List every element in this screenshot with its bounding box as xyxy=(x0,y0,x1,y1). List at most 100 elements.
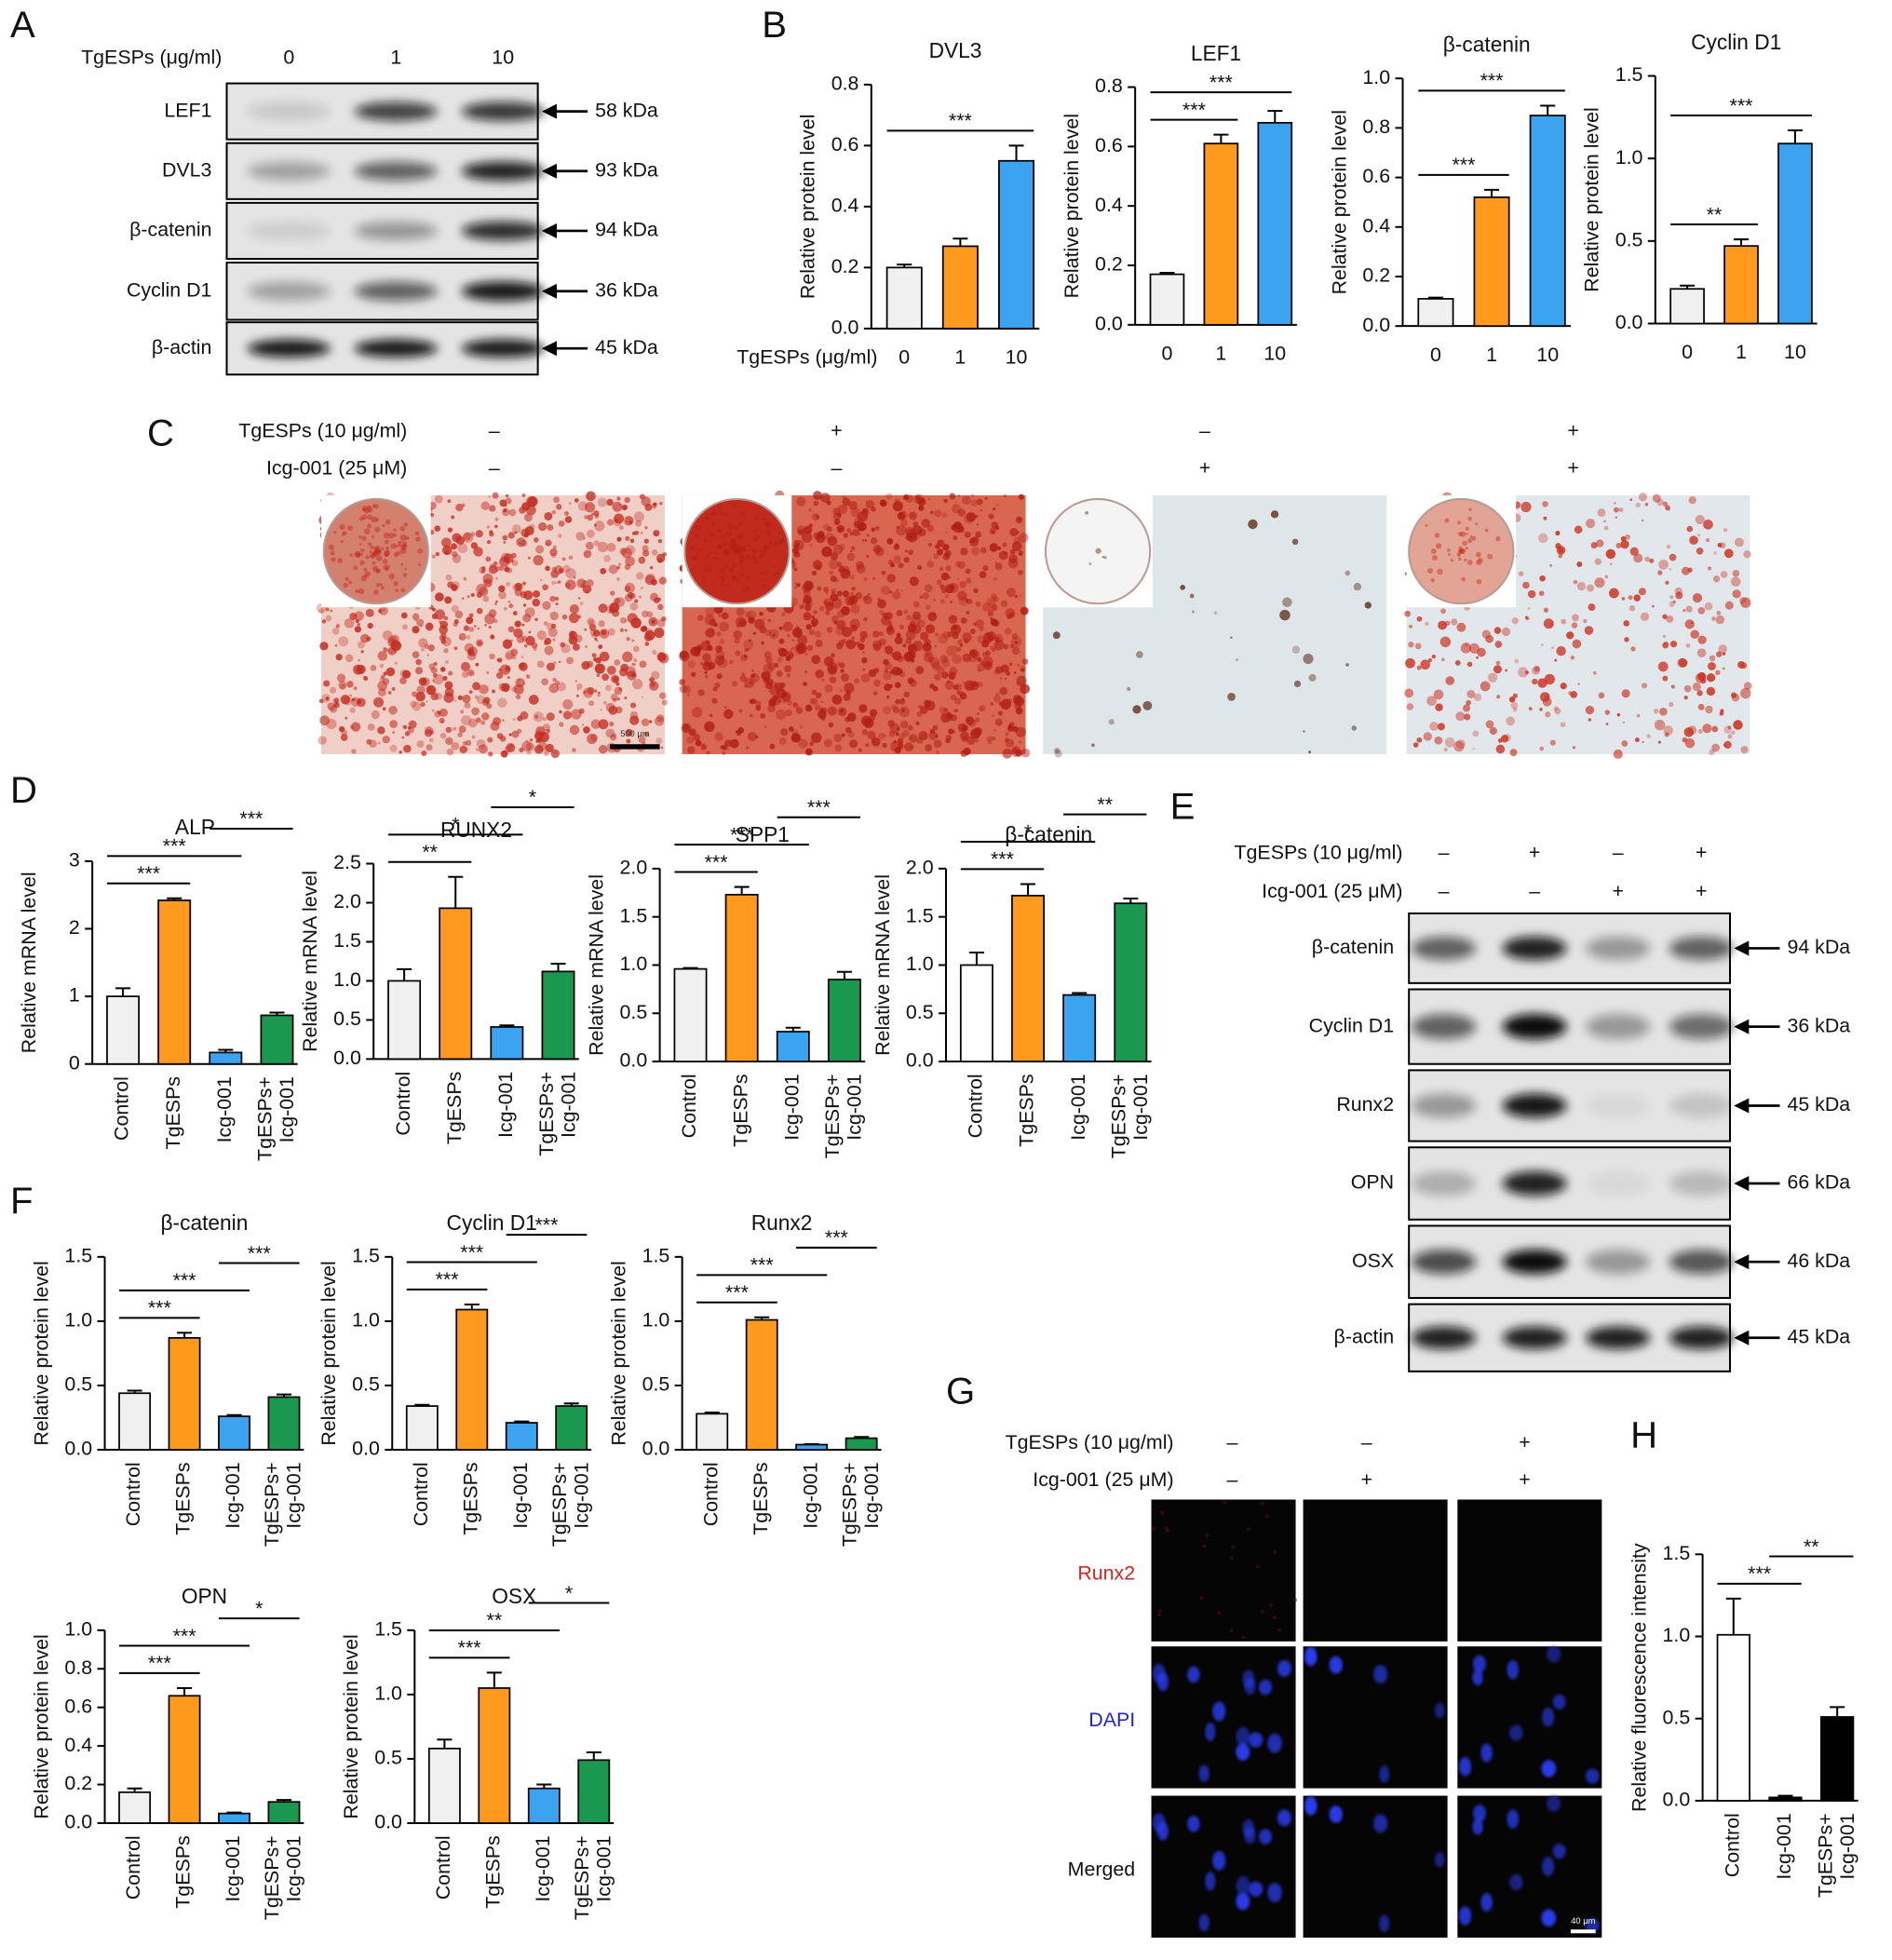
plate-dot xyxy=(372,565,379,572)
nucleus xyxy=(1267,1733,1282,1753)
stain-dot xyxy=(979,571,987,579)
stain-dot xyxy=(487,737,493,743)
stain-dot xyxy=(599,651,610,662)
plate-dot xyxy=(763,584,766,588)
stain-dot xyxy=(631,679,643,690)
stain-dot xyxy=(1527,589,1536,599)
stain-dot xyxy=(998,550,1008,561)
y-tick-label: 0.4 xyxy=(1095,194,1123,216)
stain-dot xyxy=(523,643,528,648)
channel-label: DAPI xyxy=(1088,1709,1135,1731)
stain-dot xyxy=(929,656,940,669)
stain-dot xyxy=(1638,588,1646,596)
stain-dot xyxy=(748,616,755,624)
stain-dot xyxy=(863,595,872,605)
stain-dot xyxy=(467,718,478,728)
stain-dot xyxy=(1539,746,1545,751)
stain-dot xyxy=(836,590,843,597)
stain-dot xyxy=(954,625,957,629)
bar xyxy=(1777,142,1813,325)
stain-dot xyxy=(749,681,753,685)
stain-dot xyxy=(1005,732,1009,737)
stain-dot xyxy=(1620,540,1629,549)
stain-dot xyxy=(773,682,778,686)
stain-dot xyxy=(1697,607,1706,615)
stain-dot xyxy=(1004,677,1007,681)
stain-dot xyxy=(896,588,899,591)
stain-dot xyxy=(709,713,713,718)
stain-dot xyxy=(970,493,975,497)
stain-dot xyxy=(868,592,871,596)
blot-band xyxy=(1412,1170,1477,1196)
plate-dot xyxy=(695,534,701,539)
stain-dot xyxy=(510,648,519,656)
plate-dot xyxy=(1103,556,1107,560)
stain-dot xyxy=(1586,519,1596,529)
stain-dot xyxy=(829,678,831,681)
stain-dot xyxy=(1404,688,1414,698)
condition-sign: – xyxy=(1529,880,1540,902)
stain-dot xyxy=(955,646,962,652)
error-bar xyxy=(953,237,968,247)
stain-dot xyxy=(1621,597,1626,601)
plate-dot xyxy=(690,545,696,551)
bar xyxy=(427,1748,461,1824)
plate-dot xyxy=(353,565,358,571)
stain-dot xyxy=(339,726,345,733)
stain-dot xyxy=(1705,537,1710,543)
stain-dot xyxy=(1583,618,1588,624)
significance-label: *** xyxy=(137,862,160,885)
stain-dot xyxy=(415,667,424,675)
plate-dot xyxy=(328,544,335,551)
stain-dot xyxy=(585,541,594,550)
stain-dot xyxy=(460,710,465,714)
stain-dot xyxy=(890,562,896,568)
stain-dot xyxy=(569,603,579,615)
plate-dot xyxy=(346,525,353,532)
stain-dot xyxy=(624,696,628,700)
stain-dot xyxy=(583,690,587,695)
stain-dot xyxy=(434,609,446,620)
stain-dot xyxy=(382,707,386,711)
stain-dot xyxy=(907,532,918,543)
blot-band xyxy=(461,339,545,358)
stain-dot xyxy=(546,662,556,671)
plate-dot xyxy=(1469,534,1473,539)
stain-dot xyxy=(492,689,496,694)
stain-dot xyxy=(588,619,596,628)
plate-dot xyxy=(404,567,408,571)
y-tick-label: 1.0 xyxy=(1615,146,1643,169)
stain-dot xyxy=(859,630,868,640)
stain-dot xyxy=(987,739,993,745)
stain-dot xyxy=(551,580,556,586)
stain-dot xyxy=(797,634,808,645)
stain-dot xyxy=(850,603,860,615)
stain-dot xyxy=(982,565,989,572)
stain-dot xyxy=(986,597,996,607)
stain-dot xyxy=(1704,602,1713,611)
bar xyxy=(118,1791,152,1824)
stain-dot xyxy=(1542,696,1552,707)
plate-dot xyxy=(401,541,408,547)
stain-dot xyxy=(1618,507,1624,513)
stain-dot xyxy=(1722,667,1725,670)
stain-dot xyxy=(470,592,475,598)
stain-dot xyxy=(433,661,438,667)
stain-dot xyxy=(864,539,868,542)
stain-dot xyxy=(1353,582,1362,591)
stain-dot xyxy=(889,683,894,688)
significance-label: ** xyxy=(1804,1535,1819,1558)
stain-dot xyxy=(887,720,896,727)
stain-dot xyxy=(899,721,909,729)
stain-dot xyxy=(895,543,899,547)
panel-label: A xyxy=(10,5,35,46)
bar xyxy=(827,979,861,1062)
significance-label: *** xyxy=(1182,99,1206,121)
stain-dot xyxy=(850,507,861,518)
stain-dot xyxy=(1015,707,1023,715)
significance-label: *** xyxy=(148,1297,171,1319)
plate-dot xyxy=(699,547,703,551)
x-tick-label: TgESPs+Icg-001 xyxy=(261,1462,305,1547)
stain-dot xyxy=(525,635,535,646)
